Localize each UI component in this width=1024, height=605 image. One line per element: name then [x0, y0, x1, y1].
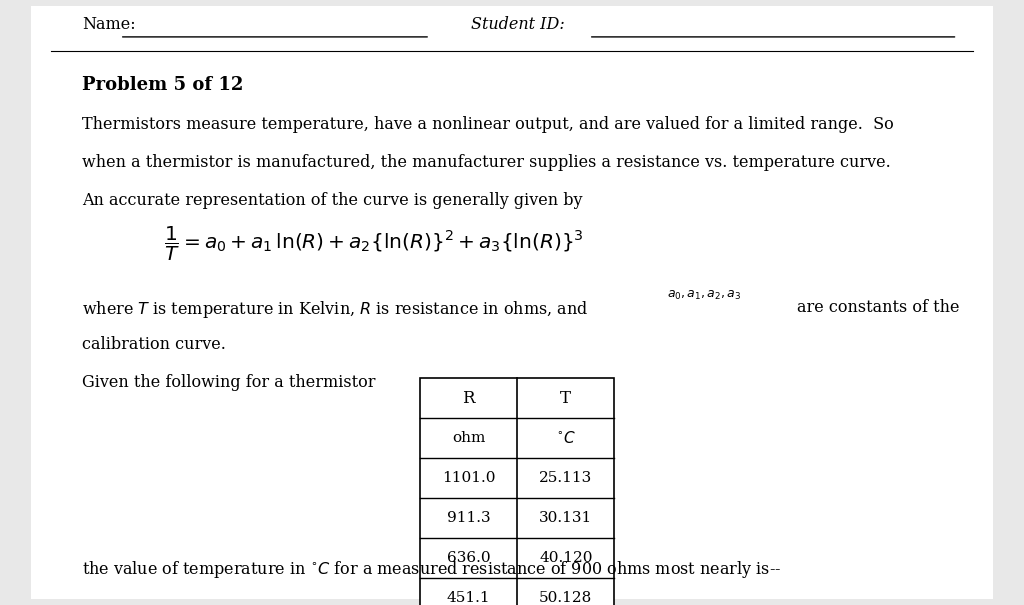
Text: Student ID:: Student ID: [471, 16, 565, 33]
Text: calibration curve.: calibration curve. [82, 336, 226, 353]
Text: An accurate representation of the curve is generally given by: An accurate representation of the curve … [82, 192, 583, 209]
Text: 451.1: 451.1 [446, 590, 490, 605]
Text: 25.113: 25.113 [539, 471, 593, 485]
Text: Thermistors measure temperature, have a nonlinear output, and are valued for a l: Thermistors measure temperature, have a … [82, 116, 894, 133]
Text: when a thermistor is manufactured, the manufacturer supplies a resistance vs. te: when a thermistor is manufactured, the m… [82, 154, 891, 171]
Text: 40.120: 40.120 [539, 551, 593, 565]
Text: the value of temperature in $^{\circ}C$ for a measured resistance of 900 ohms mo: the value of temperature in $^{\circ}C$ … [82, 558, 781, 580]
Text: Name:: Name: [82, 16, 135, 33]
Text: T: T [560, 390, 571, 407]
Text: 636.0: 636.0 [446, 551, 490, 565]
Text: 50.128: 50.128 [539, 590, 593, 605]
Text: R: R [462, 390, 475, 407]
Text: where $T$ is temperature in Kelvin, $R$ is resistance in ohms, and: where $T$ is temperature in Kelvin, $R$ … [82, 299, 589, 321]
Text: 30.131: 30.131 [539, 511, 593, 525]
Text: ohm: ohm [452, 431, 485, 445]
FancyBboxPatch shape [31, 6, 993, 599]
Text: $\dfrac{1}{T} = a_0 + a_1\,\ln(R) + a_2\{\ln(R)\}^2 + a_3\{\ln(R)\}^3$: $\dfrac{1}{T} = a_0 + a_1\,\ln(R) + a_2\… [164, 224, 584, 263]
Text: $^{\circ}C$: $^{\circ}C$ [556, 430, 575, 446]
Text: $a_0, a_1, a_2, a_3$: $a_0, a_1, a_2, a_3$ [667, 289, 741, 302]
Bar [420, 378, 614, 605]
Text: Given the following for a thermistor: Given the following for a thermistor [82, 374, 376, 391]
Text: Problem 5 of 12: Problem 5 of 12 [82, 76, 244, 94]
Text: 1101.0: 1101.0 [441, 471, 496, 485]
Text: are constants of the: are constants of the [797, 299, 959, 316]
Text: 911.3: 911.3 [446, 511, 490, 525]
